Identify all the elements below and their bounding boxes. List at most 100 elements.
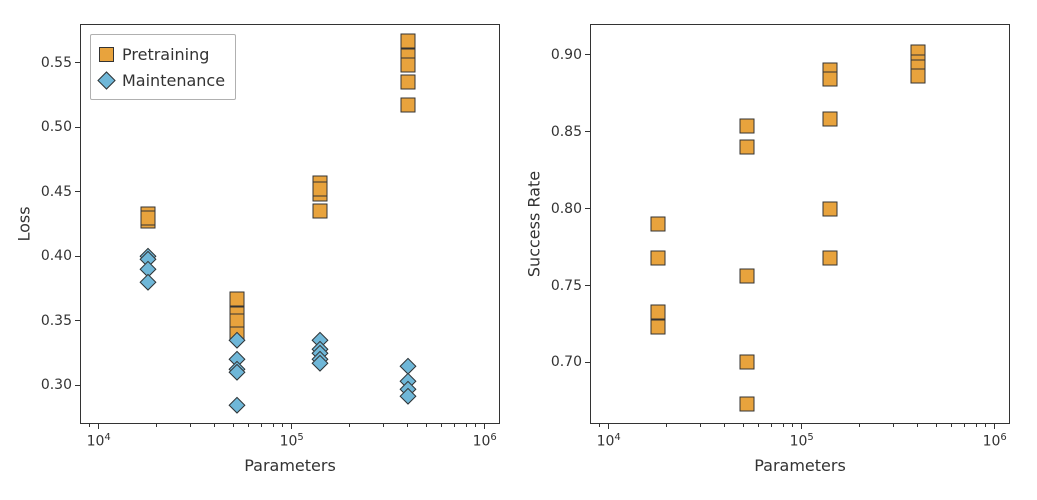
x-tick <box>291 424 292 429</box>
data-point <box>739 269 754 284</box>
y-tick <box>75 127 80 128</box>
x-tick <box>98 424 99 429</box>
y-tick-label: 0.90 <box>551 47 582 63</box>
y-tick-label: 0.55 <box>41 55 72 71</box>
square-icon <box>99 47 114 62</box>
x-minor-tick <box>156 424 157 427</box>
y-tick-label: 0.30 <box>41 377 72 393</box>
data-point <box>140 210 155 225</box>
x-tick <box>608 424 609 429</box>
data-point <box>400 98 415 113</box>
x-minor-tick <box>792 424 793 427</box>
data-point <box>312 182 327 197</box>
data-point <box>400 58 415 73</box>
x-minor-tick <box>700 424 701 427</box>
data-point <box>312 204 327 219</box>
x-minor-tick <box>214 424 215 427</box>
y-tick-label: 0.70 <box>551 354 582 370</box>
x-minor-tick <box>282 424 283 427</box>
data-point <box>739 140 754 155</box>
x-minor-tick <box>441 424 442 427</box>
data-point <box>650 304 665 319</box>
data-point <box>739 118 754 133</box>
data-point <box>650 320 665 335</box>
x-tick <box>801 424 802 429</box>
y-tick <box>585 208 590 209</box>
y-tick <box>75 385 80 386</box>
x-minor-tick <box>261 424 262 427</box>
y-tick <box>585 131 590 132</box>
x-minor-tick <box>89 424 90 427</box>
data-point <box>229 291 244 306</box>
x-minor-tick <box>475 424 476 427</box>
y-tick <box>75 320 80 321</box>
y-tick <box>585 54 590 55</box>
x-minor-tick <box>466 424 467 427</box>
data-point <box>822 201 837 216</box>
x-minor-tick <box>454 424 455 427</box>
x-minor-tick <box>859 424 860 427</box>
x-tick-label: 105 <box>280 432 304 450</box>
x-tick-label: 104 <box>597 432 621 450</box>
x-minor-tick <box>917 424 918 427</box>
legend-label: Pretraining <box>122 45 209 64</box>
x-axis-label: Parameters <box>754 456 846 475</box>
x-tick-label: 104 <box>87 432 111 450</box>
data-point <box>822 72 837 87</box>
y-axis-label: Loss <box>15 206 34 241</box>
x-minor-tick <box>976 424 977 427</box>
y-axis-label: Success Rate <box>525 171 544 277</box>
x-minor-tick <box>248 424 249 427</box>
x-tick <box>994 424 995 429</box>
y-tick-label: 0.80 <box>551 201 582 217</box>
data-point <box>822 250 837 265</box>
data-point <box>739 355 754 370</box>
x-minor-tick <box>936 424 937 427</box>
y-tick <box>75 256 80 257</box>
x-tick-label: 105 <box>790 432 814 450</box>
x-minor-tick <box>383 424 384 427</box>
x-minor-tick <box>951 424 952 427</box>
x-minor-tick <box>599 424 600 427</box>
x-minor-tick <box>349 424 350 427</box>
legend-item: Maintenance <box>99 67 225 93</box>
data-point <box>910 69 925 84</box>
x-minor-tick <box>724 424 725 427</box>
legend-label: Maintenance <box>122 71 225 90</box>
y-tick-label: 0.75 <box>551 278 582 294</box>
x-tick-label: 106 <box>983 432 1007 450</box>
x-minor-tick <box>758 424 759 427</box>
x-minor-tick <box>771 424 772 427</box>
data-point <box>650 250 665 265</box>
data-point <box>739 397 754 412</box>
x-minor-tick <box>190 424 191 427</box>
x-minor-tick <box>273 424 274 427</box>
x-minor-tick <box>407 424 408 427</box>
x-minor-tick <box>233 424 234 427</box>
figure: 104 105 106 0.30 0.35 0.40 0.45 0.50 0.55 Paramet… <box>0 0 1037 500</box>
y-tick-label: 0.35 <box>41 313 72 329</box>
y-tick <box>585 285 590 286</box>
data-point <box>400 33 415 48</box>
x-minor-tick <box>964 424 965 427</box>
y-tick-label: 0.45 <box>41 184 72 200</box>
diamond-icon <box>97 71 115 89</box>
x-tick <box>484 424 485 429</box>
data-point <box>650 217 665 232</box>
y-tick-label: 0.40 <box>41 248 72 264</box>
data-point <box>400 75 415 90</box>
x-axis-label: Parameters <box>244 456 336 475</box>
x-minor-tick <box>893 424 894 427</box>
y-tick <box>75 62 80 63</box>
y-tick-label: 0.50 <box>41 119 72 135</box>
x-minor-tick <box>985 424 986 427</box>
x-minor-tick <box>666 424 667 427</box>
legend-item: Pretraining <box>99 41 225 67</box>
x-minor-tick <box>426 424 427 427</box>
y-tick-label: 0.85 <box>551 124 582 140</box>
data-point <box>822 112 837 127</box>
x-minor-tick <box>743 424 744 427</box>
y-tick <box>75 191 80 192</box>
legend: Pretraining Maintenance <box>90 34 236 100</box>
x-tick-label: 106 <box>473 432 497 450</box>
